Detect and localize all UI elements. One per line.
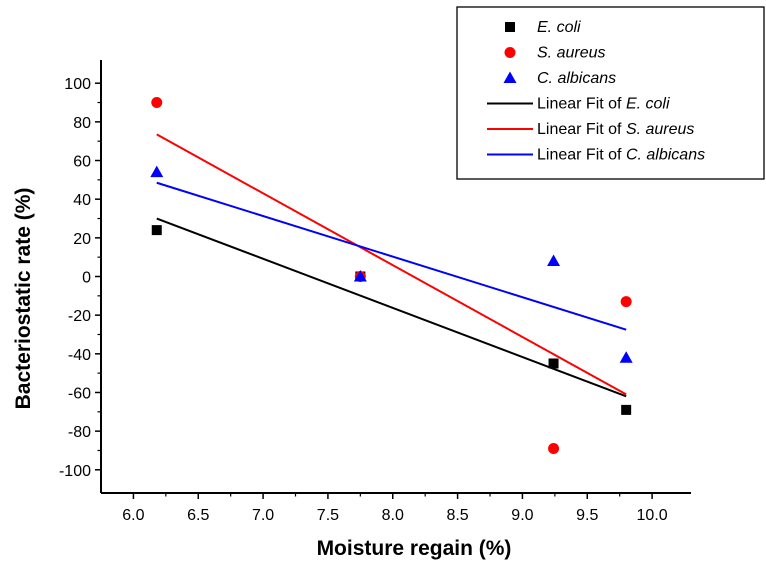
x-tick-label: 10.0 (637, 507, 668, 524)
y-tick-label: 20 (73, 231, 91, 248)
x-tick-label: 7.0 (252, 507, 274, 524)
legend-label: S. aureus (537, 45, 605, 62)
y-tick-label: 100 (64, 76, 91, 93)
y-tick-label: 60 (73, 154, 91, 171)
fit-lines (156, 133, 627, 398)
x-tick-label: 9.0 (511, 507, 533, 524)
y-tick-label: 40 (73, 192, 91, 209)
x-tick-label: 6.5 (187, 507, 209, 524)
legend-label: E. coli (537, 19, 581, 36)
legend-label: Linear Fit of S. aureus (537, 121, 694, 138)
x-tick-label: 6.0 (122, 507, 144, 524)
x-tick-label: 9.5 (576, 507, 598, 524)
legend-label: Linear Fit of C. albicans (537, 147, 705, 164)
fit-line-2 (156, 181, 627, 331)
x-tick-label: 7.5 (317, 507, 339, 524)
legend-marker (504, 47, 516, 58)
y-tick-label: -40 (68, 347, 91, 364)
y-tick-label: -20 (68, 308, 91, 325)
y-tick-label: 80 (73, 115, 91, 132)
data-point (353, 270, 367, 282)
data-point (548, 443, 560, 455)
data-point (619, 351, 633, 363)
x-axis-title: Moisture regain (%) (317, 537, 512, 560)
y-tick-label: -80 (68, 424, 91, 441)
legend-label: C. albicans (537, 70, 616, 87)
y-tick-label: -100 (59, 463, 91, 480)
data-point (547, 254, 561, 267)
x-tick-label: 8.5 (446, 507, 468, 524)
y-tick-label: -60 (68, 385, 91, 402)
x-tick-label: 8.0 (382, 507, 404, 524)
data-point (621, 404, 632, 415)
legend-label: Linear Fit of E. coli (537, 96, 670, 113)
data-point (620, 296, 632, 308)
data-points (150, 97, 633, 455)
legend-marker (503, 71, 517, 83)
data-point (150, 165, 164, 178)
data-point (548, 358, 559, 369)
legend-marker (505, 22, 515, 32)
fit-line-1 (156, 133, 627, 396)
plot-axes: 6.0 6.5 7.0 7.5 8.0 8.5 9.0 9.5 10.0 -100 -80 -60 -4… (59, 60, 691, 524)
y-tick-label: 0 (82, 270, 91, 287)
legend: E. coli S. aureus C. albicans Linear Fit of… (456, 6, 765, 180)
data-point (151, 225, 162, 236)
y-axis-title: Bacteriostatic rate (%) (12, 188, 35, 410)
data-point (151, 97, 163, 109)
legend-box (456, 6, 765, 180)
fit-line-0 (156, 217, 627, 398)
